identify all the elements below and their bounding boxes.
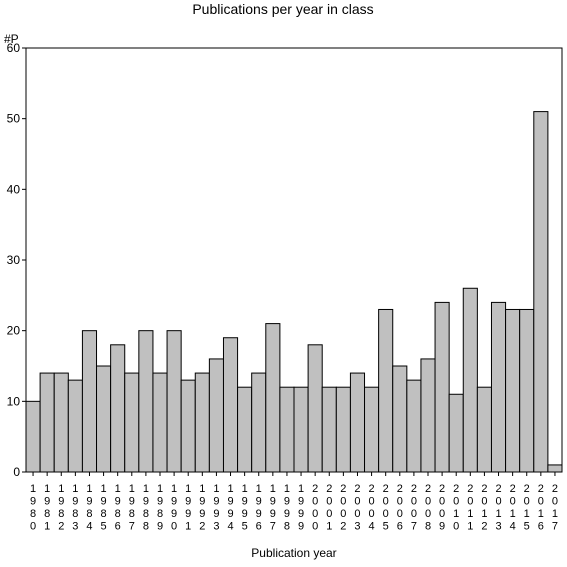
y-tick-label: 50: [7, 112, 21, 126]
bar-1994: [222, 337, 239, 473]
bar-1996: [251, 372, 267, 473]
bar-2004: [364, 386, 380, 473]
bar-1981: [39, 372, 55, 473]
bar-2011: [462, 287, 478, 473]
bar-1993: [208, 358, 224, 473]
y-tick-label: 60: [7, 41, 21, 55]
y-tick-label: 40: [7, 182, 21, 196]
bar-1990: [166, 330, 182, 473]
bar-2015: [519, 308, 535, 473]
y-tick-label: 20: [7, 324, 21, 338]
y-axis: 0 10 20 30 40 50 60: [7, 41, 26, 479]
bar-2001: [321, 386, 337, 473]
y-tick-label: 30: [7, 253, 21, 267]
bar-2000: [307, 344, 323, 473]
x-axis: 1 9 8 0 1 9 8 1 1 9 8 2 1 9 8 3 1 9 8 4 1 9 8 5 1 9 8 6 1 9 8 7 1 9 8 8 1 9 8 9…: [30, 472, 558, 533]
bar-2008: [420, 358, 436, 473]
y-tick-label: 0: [13, 465, 20, 479]
bar-1987: [124, 372, 140, 473]
bar-2012: [476, 386, 492, 473]
bar-2003: [349, 372, 366, 473]
x-axis-label: Publication year: [251, 546, 336, 560]
bar-2010: [448, 393, 464, 473]
bar-1983: [67, 379, 83, 473]
y-tick-label: 10: [7, 394, 21, 408]
bar-2002: [335, 386, 351, 473]
y-axis-label: #P: [4, 32, 19, 46]
bar-1986: [110, 344, 126, 473]
bar-1985: [96, 365, 112, 473]
bar-2016: [533, 111, 549, 473]
bar-2005: [378, 308, 394, 473]
bar-1995: [237, 386, 253, 473]
bar-1999: [293, 386, 309, 473]
bar-2006: [392, 365, 408, 473]
bar-1988: [138, 330, 154, 473]
chart-title: Publications per year in class: [192, 1, 373, 17]
bar-1997: [265, 323, 281, 473]
bar-1984: [81, 330, 98, 473]
bar-2009: [434, 301, 450, 473]
bar-1992: [194, 372, 210, 473]
bar-2014: [505, 308, 521, 473]
bar-2017: [547, 464, 563, 473]
bar-1980: [25, 400, 41, 473]
bar-1982: [53, 372, 69, 473]
bar-2013: [490, 301, 507, 473]
bar-1991: [180, 379, 196, 473]
bar-2007: [406, 379, 422, 473]
bar-1998: [279, 386, 295, 473]
bar-1989: [152, 372, 168, 473]
bars-group: [25, 111, 563, 473]
